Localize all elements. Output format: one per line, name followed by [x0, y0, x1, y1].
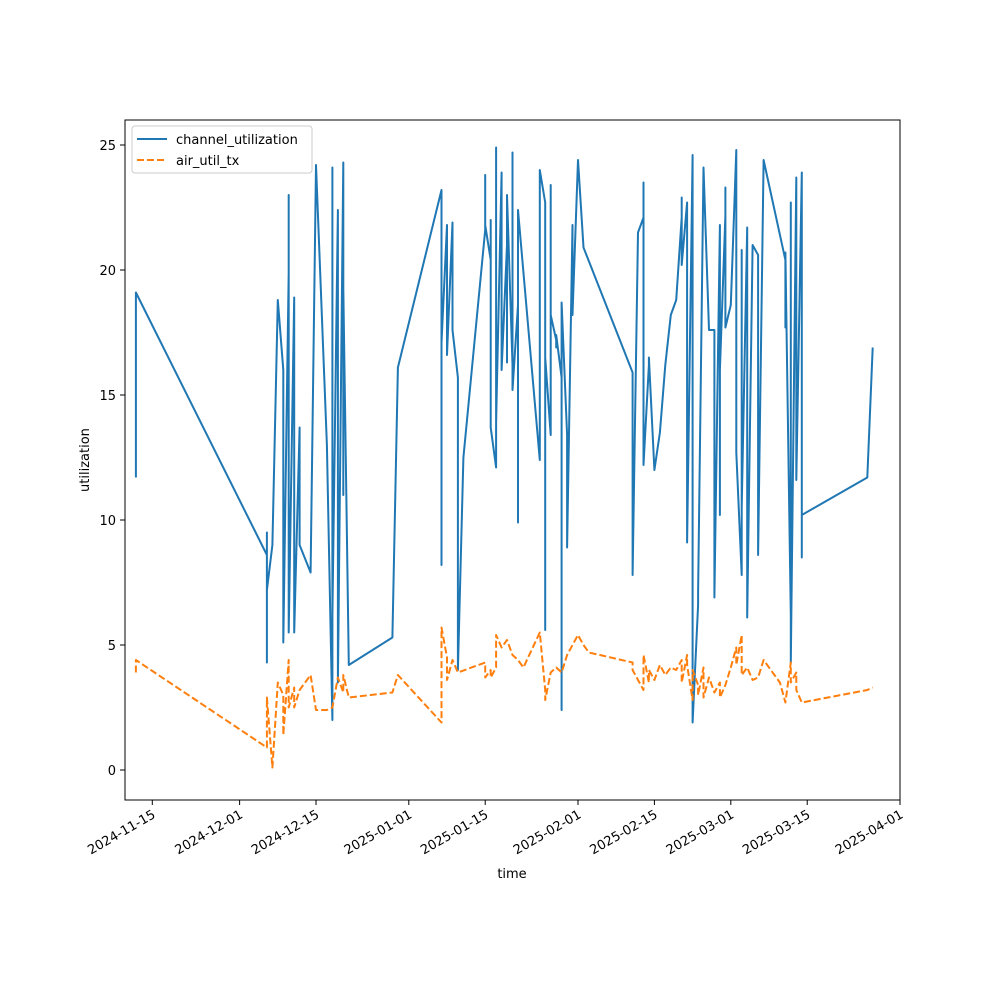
- y-tick-label: 15: [99, 389, 116, 404]
- legend-label-channel-utilization: channel_utilization: [176, 133, 298, 148]
- y-tick-label: 20: [99, 264, 116, 279]
- y-tick-label: 0: [108, 764, 116, 779]
- series-layer: [134, 146, 874, 769]
- y-tick-label: 5: [108, 639, 116, 654]
- plot-frame: [124, 119, 901, 801]
- legend-label-air-util-tx: air_util_tx: [176, 154, 240, 169]
- legend: channel_utilization air_util_tx: [131, 125, 313, 174]
- y-axis-label: utilization: [78, 428, 93, 492]
- series-line-air-util-tx: [134, 626, 874, 769]
- x-axis-label: time: [497, 867, 526, 882]
- y-tick-label: 10: [99, 514, 116, 529]
- legend-box: [131, 125, 313, 174]
- y-axis: 0 5 10 15 20 25: [99, 139, 125, 779]
- series-line-channel-utilization: [134, 146, 874, 724]
- y-tick-label: 25: [99, 139, 116, 154]
